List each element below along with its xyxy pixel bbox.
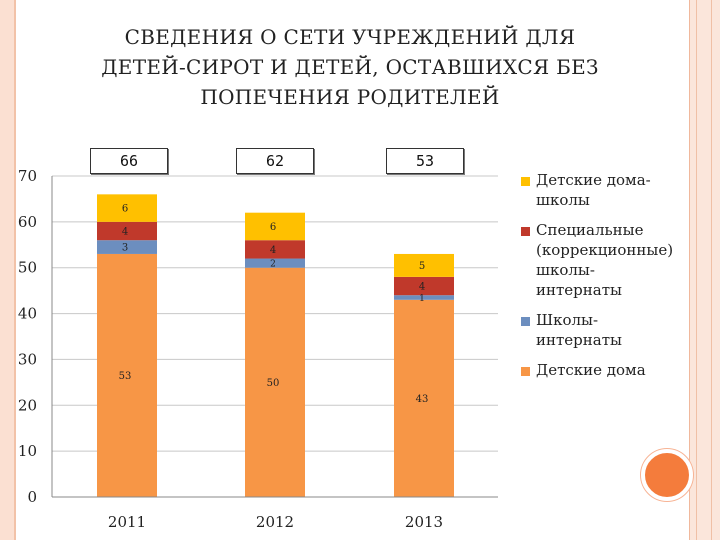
legend-swatch: [521, 177, 530, 186]
legend-swatch: [521, 227, 530, 236]
legend-label: Школы- интернаты: [536, 311, 622, 349]
total-box-2013: 53: [386, 148, 464, 174]
data-label: 3: [122, 243, 128, 254]
bar-segment-2013-2: [394, 276, 454, 296]
y-tick-label: 0: [27, 488, 37, 506]
x-tick-label: 2011: [108, 513, 146, 531]
data-label: 4: [270, 245, 276, 256]
total-box-2012: 62: [236, 148, 314, 174]
data-label: 50: [267, 378, 280, 389]
y-tick-label: 20: [18, 396, 37, 414]
data-label: 4: [419, 282, 425, 293]
bar-segment-2011-0: [97, 253, 157, 497]
x-tick-label: 2013: [405, 513, 443, 531]
bar-segment-2011-3: [97, 194, 157, 222]
left-frame-border: [0, 0, 16, 540]
total-box-2011: 66: [90, 148, 168, 174]
y-tick-label: 30: [18, 350, 37, 368]
bar-segment-2013-0: [394, 299, 454, 497]
bar-segment-2012-3: [245, 212, 305, 241]
right-frame-border: [689, 0, 720, 540]
data-label: 6: [122, 204, 128, 215]
legend-label: Детские дома- школы: [536, 171, 651, 209]
data-label: 43: [416, 394, 429, 405]
data-label: 53: [119, 371, 132, 382]
chart-legend: Детские дома- школы Специальные (коррекци…: [518, 170, 693, 390]
bar-segment-2013-1: [394, 295, 454, 300]
data-label: 6: [270, 222, 276, 233]
y-tick-label: 50: [18, 259, 37, 277]
legend-swatch: [521, 367, 530, 376]
y-tick-label: 10: [18, 442, 37, 460]
y-tick-label: 40: [18, 305, 37, 323]
legend-swatch: [521, 317, 530, 326]
x-tick-label: 2012: [256, 513, 294, 531]
bar-segment-2011-2: [97, 221, 157, 241]
legend-item: Детские дома: [518, 360, 693, 380]
legend-item: Школы- интернаты: [518, 310, 693, 350]
data-label: 2: [270, 260, 276, 270]
bar-segment-2012-0: [245, 267, 305, 497]
bar-segment-2013-3: [394, 253, 454, 277]
data-label: 1: [419, 294, 425, 304]
bar-segment-2012-2: [245, 240, 305, 259]
legend-label: Детские дома: [536, 361, 646, 379]
bar-segment-2012-1: [245, 258, 305, 268]
legend-item: Специальные (коррекционные) школы- интер…: [518, 220, 693, 300]
y-tick-label: 70: [18, 167, 37, 185]
y-tick-label: 60: [18, 213, 37, 231]
title-line-1: СВЕДЕНИЯ О СЕТИ УЧРЕЖДЕНИЙ ДЛЯ: [124, 25, 576, 49]
bar-segment-2011-1: [97, 240, 157, 254]
title-line-3: ПОПЕЧЕНИЯ РОДИТЕЛЕЙ: [200, 85, 500, 109]
legend-label: Специальные (коррекционные) школы- интер…: [536, 221, 674, 299]
title-line-2: ДЕТЕЙ-СИРОТ И ДЕТЕЙ, ОСТАВШИХСЯ БЕЗ: [101, 55, 599, 79]
page-title: СВЕДЕНИЯ О СЕТИ УЧРЕЖДЕНИЙ ДЛЯ ДЕТЕЙ-СИР…: [30, 22, 670, 112]
data-label: 4: [122, 227, 128, 238]
legend-item: Детские дома- школы: [518, 170, 693, 210]
data-label: 5: [419, 261, 425, 272]
decorative-circle: [641, 449, 693, 501]
